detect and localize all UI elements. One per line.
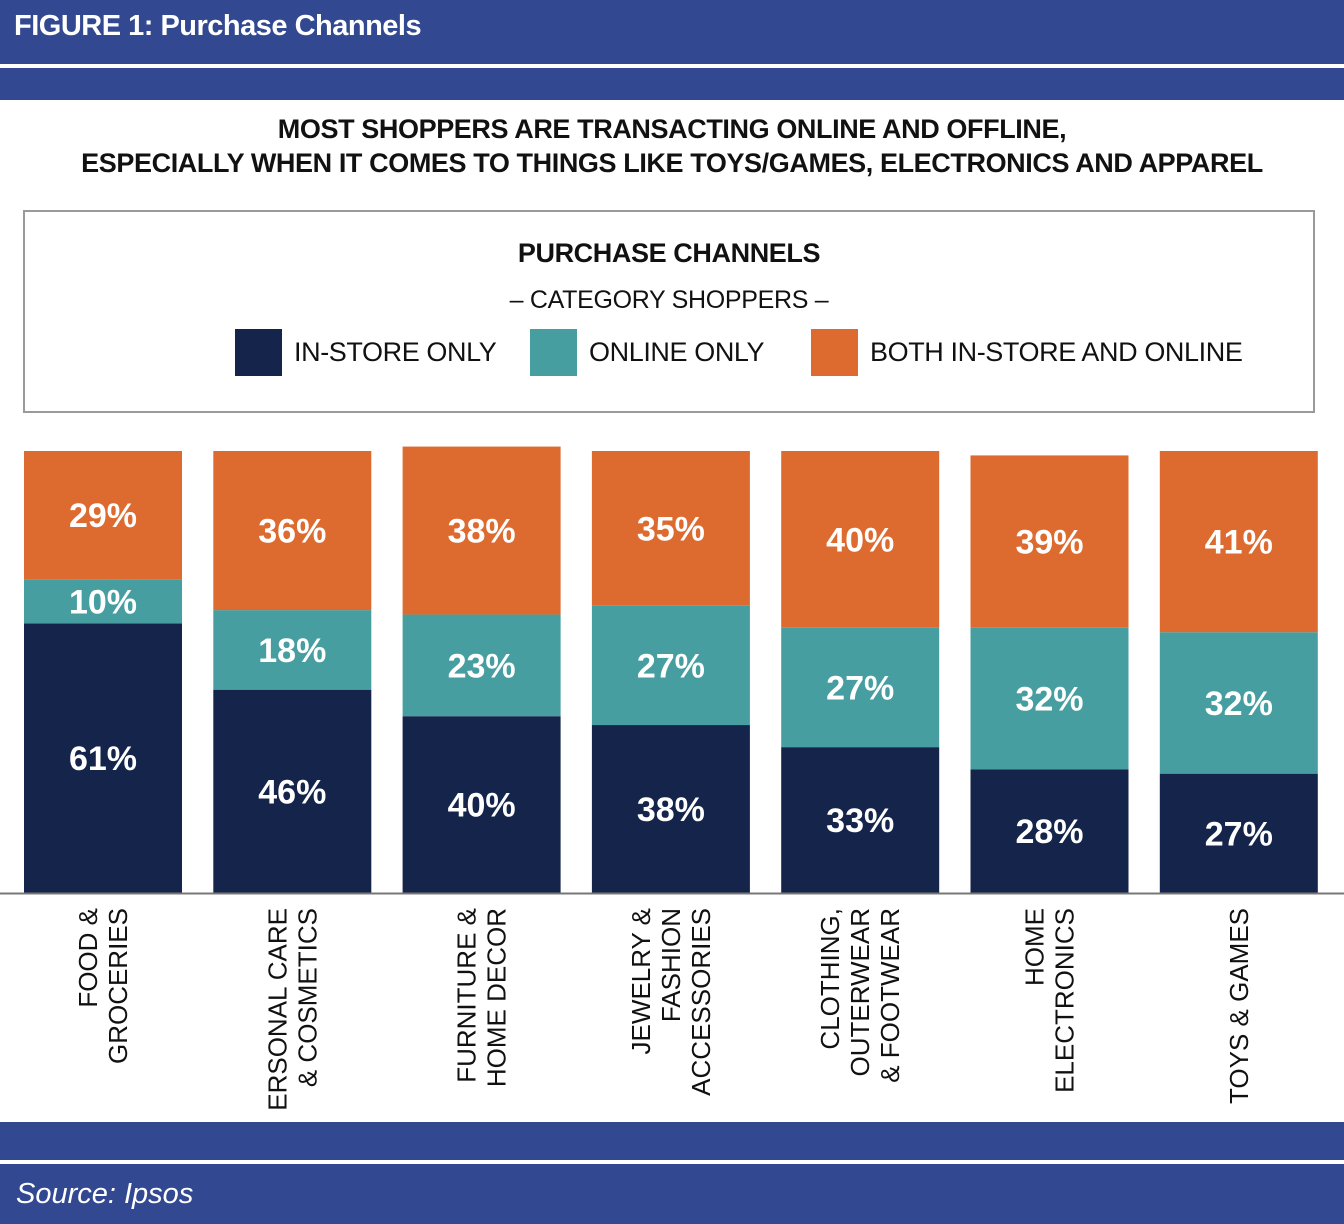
bar-segment xyxy=(591,451,750,606)
bar-segment xyxy=(970,627,1129,770)
data-label: 28% xyxy=(1015,813,1083,851)
category-label: HOME ELECTRONICS xyxy=(1020,908,1080,1093)
data-label: 46% xyxy=(258,773,326,811)
bar-segment xyxy=(402,614,561,717)
bar-segment xyxy=(781,451,940,628)
data-label: 29% xyxy=(69,497,137,535)
category-label-line: JEWELRY & xyxy=(626,908,656,1054)
legend-item-online-only: ONLINE ONLY xyxy=(530,328,765,376)
category-label-line: HOME xyxy=(1020,908,1050,986)
data-label: 41% xyxy=(1205,524,1273,562)
legend-label: IN-STORE ONLY xyxy=(294,336,497,367)
legend: PURCHASE CHANNELS – CATEGORY SHOPPERS – … xyxy=(23,210,1315,413)
bar-segment xyxy=(213,610,372,690)
data-label: 27% xyxy=(826,669,894,707)
bottom-band xyxy=(0,1122,1344,1160)
data-label: 61% xyxy=(69,740,137,778)
headline-line-2: ESPECIALLY WHEN IT COMES TO THINGS LIKE … xyxy=(81,148,1263,178)
headline: MOST SHOPPERS ARE TRANSACTING ONLINE AND… xyxy=(0,112,1344,180)
category-label-line: & COSMETICS xyxy=(292,908,322,1087)
figure-title: FIGURE 1: Purchase Channels xyxy=(14,10,422,42)
title-stripe xyxy=(0,68,1344,100)
data-label: 23% xyxy=(448,647,516,685)
legend-label: ONLINE ONLY xyxy=(589,336,765,367)
category-label-line: FASHION xyxy=(656,908,686,1022)
data-label: 10% xyxy=(69,583,137,621)
data-label: 33% xyxy=(826,802,894,840)
source-note: Source: Ipsos xyxy=(16,1178,194,1210)
bar-segment xyxy=(24,579,182,624)
source-band xyxy=(0,1164,1344,1224)
data-label: 32% xyxy=(1015,681,1083,719)
data-label: 40% xyxy=(448,787,516,825)
data-label: 27% xyxy=(1205,815,1273,853)
legend-swatch xyxy=(235,328,282,376)
data-label: 18% xyxy=(258,632,326,670)
bar-segment xyxy=(1159,632,1318,774)
category-label-line: FOOD & xyxy=(73,908,103,1008)
bar-segment xyxy=(591,725,750,893)
bar-segment xyxy=(970,455,1129,628)
data-label: 38% xyxy=(637,791,705,829)
bar-segment xyxy=(213,689,372,893)
legend-label: BOTH IN-STORE AND ONLINE xyxy=(870,336,1243,367)
legend-item-in-store-only: IN-STORE ONLY xyxy=(235,328,497,376)
category-label: FOOD & GROCERIES xyxy=(73,908,133,1064)
legend-item-both: BOTH IN-STORE AND ONLINE xyxy=(811,328,1243,376)
data-label: 38% xyxy=(448,513,516,551)
bar-segment xyxy=(1159,773,1318,893)
category-label: TOYS & GAMES xyxy=(1224,908,1254,1104)
bar-segment xyxy=(213,451,372,611)
legend-swatch xyxy=(811,328,858,376)
category-label: JEWELRY & FASHION ACCESSORIES xyxy=(626,908,716,1096)
category-label-line: ACCESSORIES xyxy=(686,908,716,1096)
bar-segment xyxy=(24,451,182,580)
headline-line-1: MOST SHOPPERS ARE TRANSACTING ONLINE AND… xyxy=(277,114,1067,144)
data-label: 32% xyxy=(1205,685,1273,723)
bar-segment xyxy=(591,605,750,726)
data-label: 36% xyxy=(258,513,326,551)
category-label-line: PERSONAL CARE xyxy=(262,908,292,1112)
category-label-line: TOYS & GAMES xyxy=(1224,908,1254,1104)
category-label-line: HOME DECOR xyxy=(482,908,512,1087)
category-label: PERSONAL CARE & COSMETICS xyxy=(262,908,322,1112)
category-label-line: ELECTRONICS xyxy=(1050,908,1080,1093)
data-label: 35% xyxy=(637,510,705,548)
bar-segment xyxy=(402,716,561,893)
bar-segment xyxy=(781,747,940,893)
stacked-bar-chart: 61% 10% 29% FOOD & GROCERIES 46% 18% 36% PERSONA… xyxy=(0,446,1344,1112)
bar-segment xyxy=(24,623,182,893)
category-label-line: CLOTHING, xyxy=(815,908,845,1050)
category-label: FURNITURE & HOME DECOR xyxy=(452,908,512,1087)
category-label: CLOTHING, OUTERWEAR & FOOTWEAR xyxy=(815,908,905,1083)
legend-title: PURCHASE CHANNELS xyxy=(517,238,821,268)
data-label: 27% xyxy=(637,647,705,685)
category-label-line: OUTERWEAR xyxy=(845,908,875,1077)
category-label-line: & FOOTWEAR xyxy=(875,908,905,1083)
bar-segment xyxy=(970,769,1129,893)
data-label: 39% xyxy=(1015,524,1083,562)
legend-subtitle: – CATEGORY SHOPPERS – xyxy=(509,286,829,314)
title-band: FIGURE 1: Purchase Channels xyxy=(0,0,1344,64)
bar-segment xyxy=(1159,451,1318,633)
bar-segment xyxy=(402,446,561,615)
category-label-line: FURNITURE & xyxy=(452,908,482,1083)
data-label: 40% xyxy=(826,521,894,559)
legend-swatch xyxy=(530,328,577,376)
category-label-line: GROCERIES xyxy=(103,908,133,1064)
bar-segment xyxy=(781,627,940,748)
